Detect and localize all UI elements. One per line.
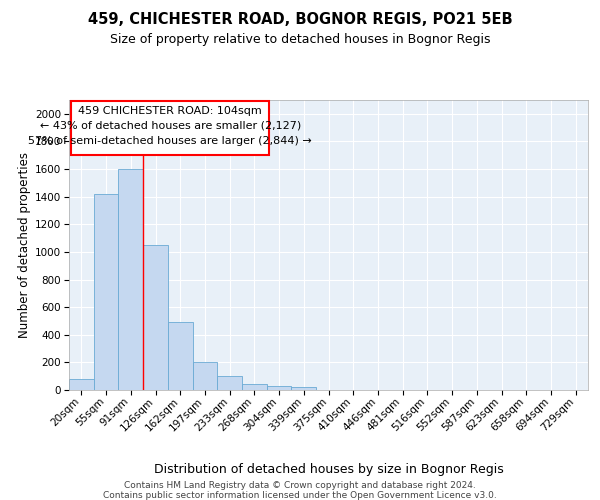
Text: ← 43% of detached houses are smaller (2,127): ← 43% of detached houses are smaller (2,… (40, 121, 301, 131)
Bar (118, 169, 143, 390)
Text: Contains HM Land Registry data © Crown copyright and database right 2024.: Contains HM Land Registry data © Crown c… (124, 481, 476, 490)
Bar (217, 376, 242, 390)
Bar (69, 379, 94, 390)
Bar (143, 245, 168, 390)
Bar (242, 384, 267, 390)
Text: Distribution of detached houses by size in Bognor Regis: Distribution of detached houses by size … (154, 462, 503, 475)
Bar (193, 362, 217, 390)
Text: 57% of semi-detached houses are larger (2,844) →: 57% of semi-detached houses are larger (… (28, 136, 312, 146)
Text: 459 CHICHESTER ROAD: 104sqm: 459 CHICHESTER ROAD: 104sqm (79, 106, 262, 116)
Bar (168, 322, 193, 390)
FancyBboxPatch shape (71, 102, 269, 155)
Y-axis label: Number of detached properties: Number of detached properties (18, 152, 31, 338)
Bar (94, 194, 118, 390)
Text: Size of property relative to detached houses in Bognor Regis: Size of property relative to detached ho… (110, 32, 490, 46)
Text: 459, CHICHESTER ROAD, BOGNOR REGIS, PO21 5EB: 459, CHICHESTER ROAD, BOGNOR REGIS, PO21… (88, 12, 512, 28)
Bar (292, 387, 316, 390)
Bar (267, 386, 292, 390)
Text: Contains public sector information licensed under the Open Government Licence v3: Contains public sector information licen… (103, 491, 497, 500)
